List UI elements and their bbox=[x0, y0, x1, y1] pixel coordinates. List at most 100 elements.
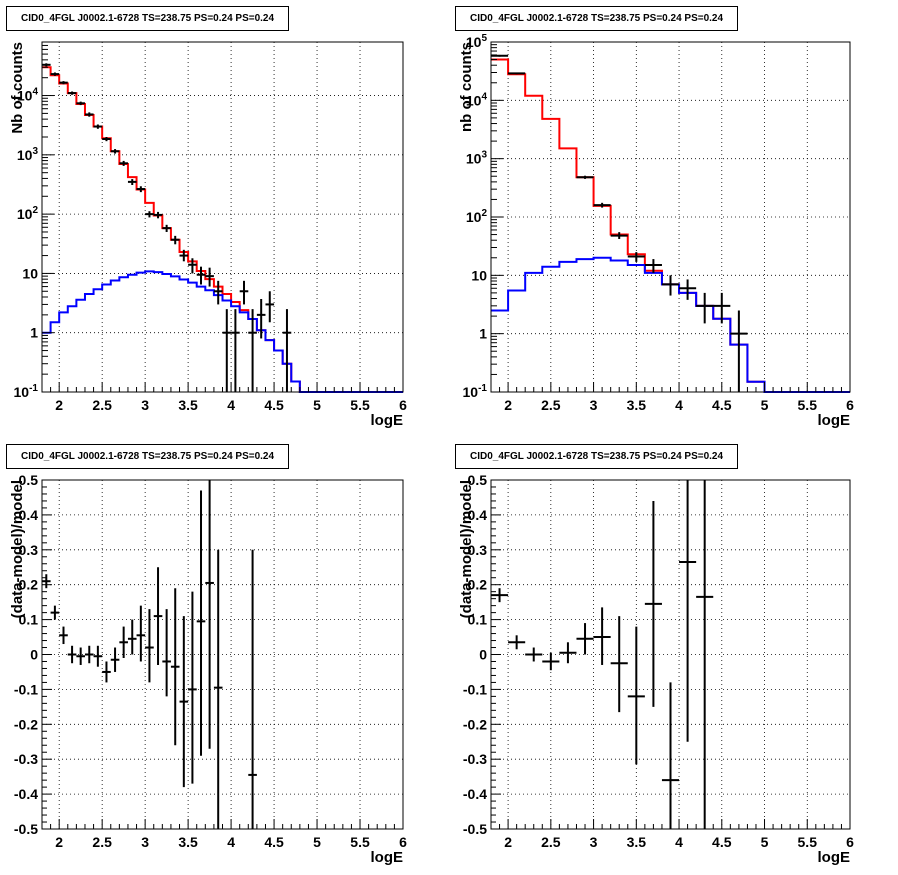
data-point bbox=[119, 626, 128, 658]
data-point bbox=[84, 645, 94, 664]
data-point bbox=[222, 309, 232, 392]
tick-label: 0.4 bbox=[19, 507, 39, 523]
chart-title: CID0_4FGL J0002.1-6728 TS=238.75 PS=0.24… bbox=[6, 444, 290, 469]
data-point bbox=[713, 292, 731, 324]
series-total-model bbox=[491, 58, 850, 393]
data-point bbox=[84, 112, 94, 117]
data-point bbox=[491, 54, 509, 57]
grid bbox=[42, 42, 403, 392]
x-axis-label: logE bbox=[818, 412, 851, 429]
data-point bbox=[610, 232, 628, 239]
data-point bbox=[67, 645, 77, 664]
tick-label: -0.5 bbox=[14, 821, 38, 837]
tick-label: 2 bbox=[504, 397, 512, 413]
data-point bbox=[679, 480, 697, 742]
y-axis-label: (data-model)/model bbox=[9, 480, 26, 618]
data-point bbox=[59, 626, 68, 645]
chart-counts-right: 2 2.5 3 3.5 4 4.5 5 5.5 6 10-1 1 10 102 103 104 105 logE… bbox=[458, 33, 855, 429]
tick-label: 104 bbox=[466, 91, 488, 108]
data-point bbox=[627, 626, 645, 765]
tick-label: 4 bbox=[227, 834, 235, 850]
tick-label: 10 bbox=[471, 267, 487, 283]
tick-label: 10 bbox=[22, 265, 38, 281]
data-point bbox=[576, 175, 594, 179]
data-point bbox=[559, 642, 577, 664]
tick-label: -0.3 bbox=[14, 751, 38, 767]
data-point bbox=[239, 280, 249, 305]
tick-label: 10-1 bbox=[14, 383, 39, 400]
tick-label: -0.2 bbox=[14, 716, 38, 732]
tick-label: 6 bbox=[399, 834, 407, 850]
tick-label: 2.5 bbox=[541, 834, 561, 850]
data-point bbox=[110, 149, 120, 154]
data-point bbox=[644, 500, 662, 707]
data-point bbox=[162, 609, 171, 697]
tick-label: 4.5 bbox=[264, 834, 284, 850]
chart-title: CID0_4FGL J0002.1-6728 TS=238.75 PS=0.24… bbox=[6, 6, 290, 31]
tick-label: 0.5 bbox=[468, 472, 488, 488]
tick-label: 0.4 bbox=[468, 507, 488, 523]
tick-label: 3.5 bbox=[627, 397, 647, 413]
axes-ticks: 2 2.5 3 3.5 4 4.5 5 5.5 6 10-1 1 10 102 103 104 105 bbox=[463, 33, 855, 413]
tick-label: 2 bbox=[55, 397, 63, 413]
data-point bbox=[93, 124, 103, 129]
tick-label: -0.1 bbox=[14, 681, 38, 697]
chart-residual-right: 2 2.5 3 3.5 4 4.5 5 5.5 6 -0.5 -0.4 -0.3 -0.2 -0.1 0 0.… bbox=[458, 472, 854, 866]
data-point bbox=[696, 292, 714, 324]
tick-label: 0.3 bbox=[19, 542, 39, 558]
data-point bbox=[42, 574, 51, 589]
tick-label: 0.2 bbox=[19, 577, 39, 593]
data-point bbox=[644, 259, 662, 273]
tick-label: 4.5 bbox=[712, 397, 732, 413]
data-point bbox=[127, 619, 137, 655]
tick-label: 5.5 bbox=[350, 834, 370, 850]
tick-label: 0.2 bbox=[468, 577, 488, 593]
chart-residual-left: 2 2.5 3 3.5 4 4.5 5 5.5 6 -0.5 -0.4 -0.3 -0.2 -0.1 0 0.… bbox=[9, 472, 407, 866]
data-point bbox=[282, 309, 292, 392]
tick-label: 4 bbox=[675, 397, 683, 413]
tick-label: 3.5 bbox=[178, 834, 198, 850]
data-point bbox=[508, 72, 526, 75]
chart-pad-counts-left: 2 2.5 3 3.5 4 4.5 5 5.5 6 10-1 1 10 102 103 104 logE Nb … bbox=[0, 0, 449, 437]
tick-label: 103 bbox=[466, 150, 488, 167]
data-point bbox=[525, 647, 543, 662]
tick-label: 0 bbox=[30, 647, 38, 663]
tick-label: 2.5 bbox=[541, 397, 561, 413]
data-point bbox=[196, 490, 206, 756]
data-point bbox=[661, 682, 680, 829]
tick-label: 5 bbox=[761, 834, 769, 850]
plot-frame bbox=[490, 41, 851, 393]
x-axis-label: logE bbox=[371, 849, 404, 866]
axes-ticks: 2 2.5 3 3.5 4 4.5 5 5.5 6 -0.5 -0.4 -0.3 -0.2 -0.1 0 0.… bbox=[463, 472, 854, 850]
tick-label: 0.3 bbox=[468, 542, 488, 558]
data-point bbox=[508, 635, 526, 650]
data-point bbox=[213, 549, 223, 829]
data-point bbox=[145, 609, 154, 683]
tick-label: -0.4 bbox=[14, 786, 38, 802]
data-point bbox=[610, 616, 628, 713]
tick-label: 2 bbox=[504, 834, 512, 850]
data-point bbox=[179, 616, 189, 788]
data-point bbox=[153, 567, 163, 665]
tick-label: 103 bbox=[17, 146, 39, 163]
data-point bbox=[188, 591, 197, 784]
data-point bbox=[542, 652, 560, 671]
tick-label: 2.5 bbox=[92, 834, 112, 850]
data-point bbox=[153, 211, 163, 219]
tick-label: 3.5 bbox=[178, 397, 198, 413]
data-point bbox=[127, 179, 137, 185]
tick-label: 5.5 bbox=[798, 397, 818, 413]
data-point bbox=[136, 605, 146, 662]
axes-ticks: 2 2.5 3 3.5 4 4.5 5 5.5 6 10-1 1 10 102 103 104 bbox=[14, 41, 407, 413]
data-point bbox=[265, 291, 275, 323]
axes-ticks: 2 2.5 3 3.5 4 4.5 5 5.5 6 -0.5 -0.4 -0.3 -0.2 -0.1 0 0.… bbox=[14, 472, 407, 850]
data-point bbox=[205, 267, 214, 287]
data-point bbox=[730, 310, 748, 392]
data-point bbox=[196, 266, 206, 285]
data-point bbox=[50, 605, 60, 620]
y-axis-label: Nb of counts bbox=[9, 42, 26, 134]
tick-label: 3 bbox=[141, 397, 149, 413]
tick-label: 3 bbox=[590, 397, 598, 413]
tick-label: 6 bbox=[846, 834, 854, 850]
plot-frame bbox=[41, 41, 404, 393]
